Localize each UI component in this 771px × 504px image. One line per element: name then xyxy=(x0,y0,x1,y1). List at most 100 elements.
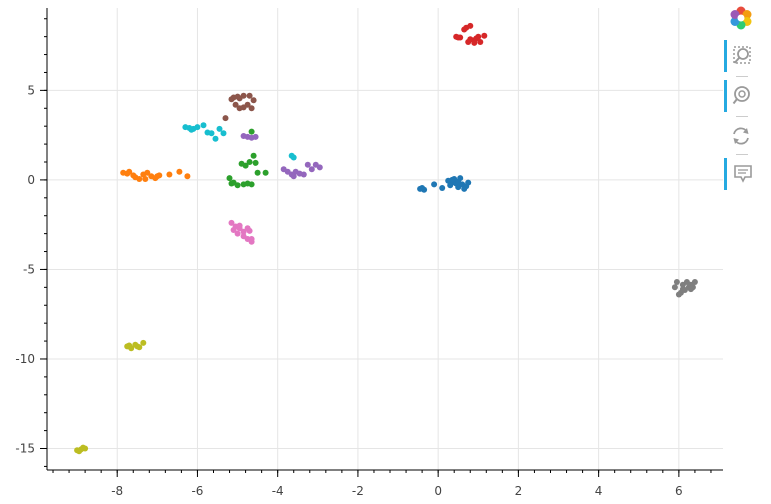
data-point xyxy=(675,291,682,298)
data-point xyxy=(238,160,245,167)
data-point xyxy=(142,176,149,182)
data-point xyxy=(246,227,253,234)
data-point xyxy=(240,228,247,235)
grid-lines xyxy=(47,8,723,470)
data-point xyxy=(465,179,472,186)
data-point xyxy=(126,168,133,175)
data-point xyxy=(455,178,462,185)
data-point xyxy=(316,164,323,171)
data-point xyxy=(212,135,219,142)
data-point xyxy=(248,236,255,242)
x-tick-label: -8 xyxy=(111,484,123,498)
data-point xyxy=(248,128,255,135)
y-tick-label: 0 xyxy=(27,173,35,187)
data-point xyxy=(246,159,253,165)
toolbar-separator xyxy=(736,154,748,155)
data-point xyxy=(248,105,255,112)
y-tick-label: -5 xyxy=(23,262,35,276)
x-tick-label: 0 xyxy=(434,484,442,498)
data-point xyxy=(140,339,147,346)
data-point xyxy=(467,22,474,29)
data-point xyxy=(246,92,253,99)
data-point xyxy=(300,171,307,178)
reset-icon xyxy=(733,127,749,145)
data-point xyxy=(76,448,83,455)
data-point xyxy=(194,124,201,131)
x-tick-label: -4 xyxy=(272,484,284,498)
data-point xyxy=(679,286,686,293)
data-point xyxy=(290,173,297,180)
data-point xyxy=(471,39,478,46)
data-point xyxy=(461,26,468,33)
data-point xyxy=(467,36,474,43)
data-point xyxy=(176,168,183,175)
data-point xyxy=(232,101,239,108)
data-point xyxy=(230,227,237,233)
data-point xyxy=(216,125,223,132)
x-tick-label: 6 xyxy=(675,484,683,498)
axes: -8 -6 -4 -2 0 2 4 6 -15 -10 -5 0 5 xyxy=(15,8,723,498)
x-tick-label: 2 xyxy=(515,484,523,498)
toolbar-separator xyxy=(736,116,748,117)
data-point xyxy=(431,181,438,188)
data-point xyxy=(230,179,237,186)
data-point xyxy=(80,444,87,451)
data-point xyxy=(236,222,243,229)
x-tick-label: 4 xyxy=(595,484,603,498)
data-point xyxy=(126,342,133,349)
data-point xyxy=(166,171,173,178)
data-point xyxy=(308,166,315,173)
data-point xyxy=(240,104,247,111)
data-point xyxy=(228,219,235,226)
data-point xyxy=(252,159,259,166)
data-points xyxy=(74,22,698,455)
data-point xyxy=(226,175,233,182)
data-point xyxy=(130,172,137,179)
data-point xyxy=(220,130,227,137)
data-point xyxy=(154,173,161,180)
wheel-zoom-icon xyxy=(732,86,750,105)
data-point xyxy=(250,97,257,104)
data-point xyxy=(439,185,446,191)
wheel-zoom-tool[interactable] xyxy=(724,80,758,112)
x-tick-label: -6 xyxy=(191,484,203,498)
data-point xyxy=(481,32,488,39)
toolbar xyxy=(724,0,771,200)
data-point xyxy=(691,279,698,285)
data-point xyxy=(184,173,191,180)
y-tick-label: -15 xyxy=(15,442,35,456)
data-point xyxy=(254,169,261,176)
bokeh-logo-icon[interactable] xyxy=(724,2,758,34)
y-tick-label: 5 xyxy=(27,83,35,97)
data-point xyxy=(671,284,678,291)
reset-tool[interactable] xyxy=(724,120,758,152)
data-point xyxy=(248,181,255,188)
hover-tool[interactable] xyxy=(724,158,758,190)
data-point xyxy=(234,230,241,237)
data-point xyxy=(240,233,247,240)
data-point xyxy=(475,33,482,40)
data-point xyxy=(449,176,456,183)
data-point xyxy=(200,122,207,129)
box-zoom-tool[interactable] xyxy=(724,40,758,72)
data-point xyxy=(250,152,257,159)
data-point xyxy=(262,169,269,176)
data-point xyxy=(304,161,311,168)
data-point xyxy=(455,34,462,41)
data-point xyxy=(222,115,229,122)
x-tick-label: -2 xyxy=(352,484,364,498)
data-point xyxy=(234,93,241,100)
data-point xyxy=(477,39,484,45)
data-point xyxy=(419,185,426,191)
box-zoom-icon xyxy=(732,46,751,64)
data-point xyxy=(687,286,694,293)
data-point xyxy=(136,176,143,182)
hover-icon xyxy=(733,165,752,183)
data-point xyxy=(252,133,259,140)
y-tick-label: -10 xyxy=(15,352,35,366)
data-point xyxy=(144,169,151,176)
data-point xyxy=(188,126,195,133)
data-point xyxy=(673,279,680,285)
data-point xyxy=(134,343,141,350)
